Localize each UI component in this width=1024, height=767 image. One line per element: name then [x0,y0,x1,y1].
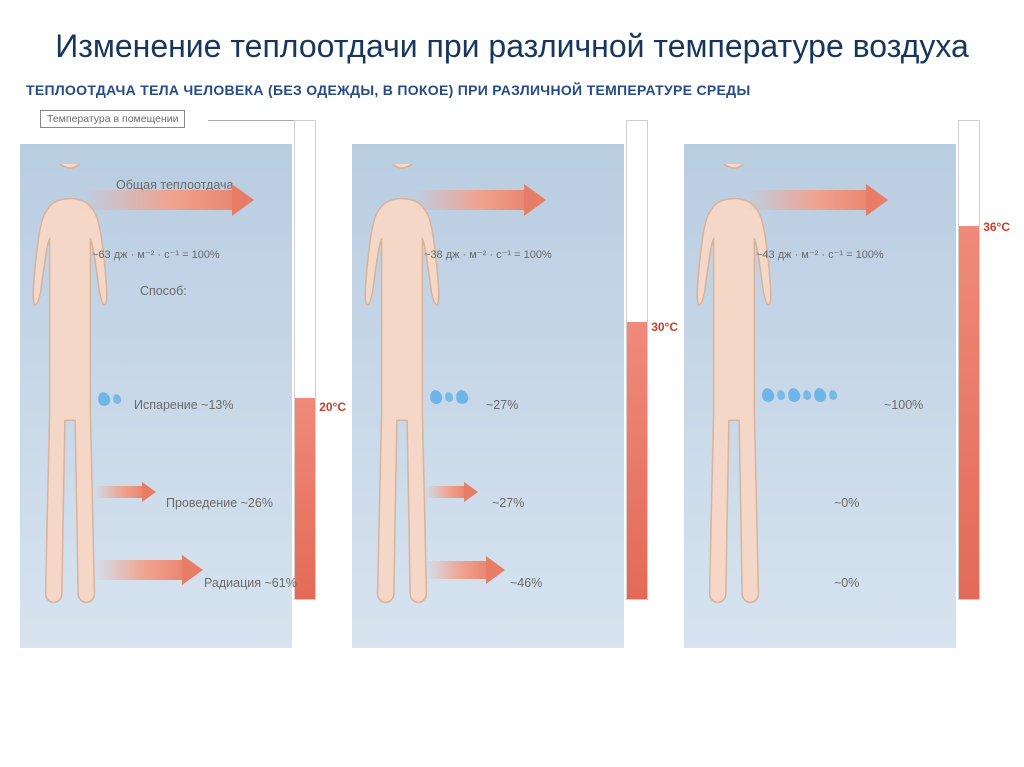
label-cond: Проведение ~26% [166,496,273,510]
thermometer-fill [627,322,647,599]
label-rad: Радиация ~61% [204,576,297,590]
temp-label: 30°C [651,320,678,334]
evaporation-droplets-icon [430,390,468,404]
temp-label: 36°C [983,220,1010,234]
panel-36c: 36°C ~43 дж · м⁻² · с⁻¹ = 100% ~100% ~0%… [684,108,1004,648]
evaporation-droplets-icon [762,388,837,402]
body-silhouette-icon [688,164,780,642]
label-rad: ~46% [510,576,542,590]
label-evap: Испарение ~13% [134,398,234,412]
thermometer [626,120,648,600]
thermometer [294,120,316,600]
label-evap: ~27% [486,398,518,412]
flux-value: ~38 дж · м⁻² · с⁻¹ = 100% [424,248,552,261]
room-temp-leader-line [208,120,298,121]
flux-value: ~43 дж · м⁻² · с⁻¹ = 100% [756,248,884,261]
label-cond: ~0% [834,496,859,510]
room-temp-label: Температура в помещении [40,110,185,128]
label-method: Способ: [140,284,187,298]
label-evap: ~100% [884,398,923,412]
temp-label: 20°C [319,400,346,414]
panel-20c: Температура в помещении 20°C Общая тепло… [20,108,340,648]
thermometer-fill [959,226,979,599]
thermometer [958,120,980,600]
label-rad: ~0% [834,576,859,590]
label-cond: ~27% [492,496,524,510]
evaporation-droplets-icon [98,392,121,406]
flux-value: ~63 дж · м⁻² · с⁻¹ = 100% [92,248,220,261]
panel-30c: 30°C ~38 дж · м⁻² · с⁻¹ = 100% ~27% ~27%… [352,108,672,648]
panel-subtitle: ТЕПЛООТДАЧА ТЕЛА ЧЕЛОВЕКА (БЕЗ ОДЕЖДЫ, В… [0,76,1024,108]
thermometer-fill [295,398,315,599]
page-title: Изменение теплоотдачи при различной темп… [0,0,1024,76]
panels-container: Температура в помещении 20°C Общая тепло… [0,108,1024,648]
